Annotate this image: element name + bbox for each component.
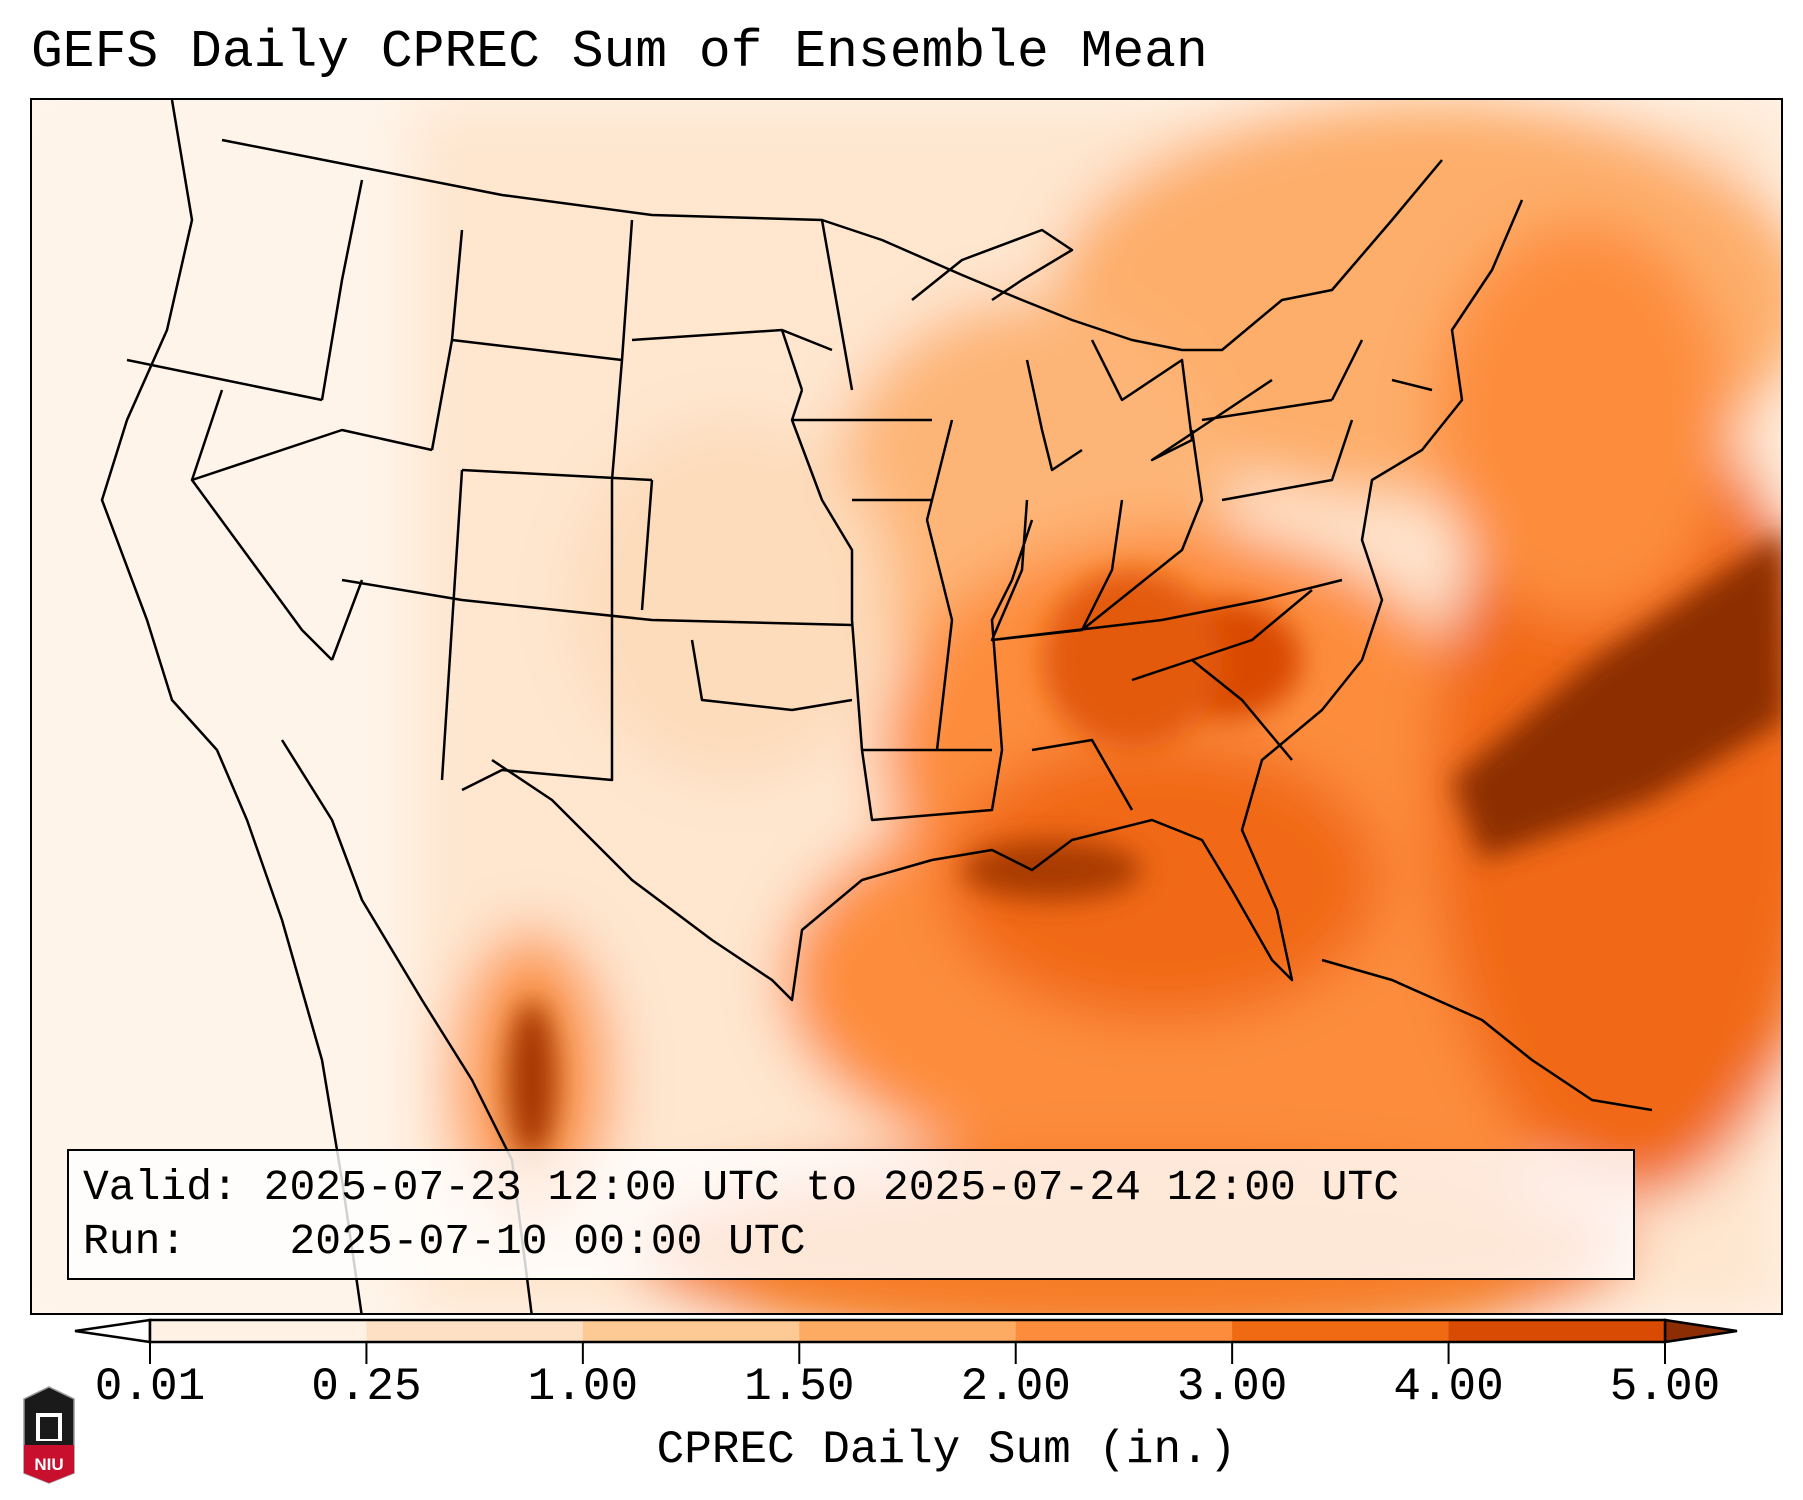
valid-label: Valid: [83,1163,238,1212]
colorbar-outline [148,1318,1667,1344]
colorbar-label: CPREC Daily Sum (in.) [656,1424,1237,1476]
colorbar-segment [1232,1320,1450,1342]
colorbar-extend-max [1663,1318,1738,1344]
gulf-coast [491,199,1524,1002]
run-time: 2025-07-10 00:00 UTC [289,1217,806,1266]
colorbar-segment [366,1320,584,1342]
colorbar-tick-label: 0.01 [94,1361,206,1413]
colorbar-tick-label: 5.00 [1609,1361,1721,1413]
colorbar-segment [150,1320,367,1342]
valid-time: 2025-07-23 12:00 UTC to 2025-07-24 12:00… [263,1163,1400,1212]
colorbar-tick-label: 4.00 [1393,1361,1504,1413]
map-canvas [32,100,1781,1313]
state-lines [126,179,1433,822]
cuba [1321,958,1653,1112]
colorbar-tick-label: 1.00 [527,1361,639,1413]
colorbar-segment [1448,1320,1666,1342]
colorbar-tick-label: 2.00 [960,1361,1071,1413]
colorbar-tick-label: 3.00 [1176,1361,1288,1413]
canada-border [221,138,1443,352]
colorbar-tick-label: 1.50 [744,1361,855,1413]
colorbar-extend-min [74,1318,152,1344]
chart-title: GEFS Daily CPREC Sum of Ensemble Mean [31,22,1208,82]
colorbar-segment [1015,1320,1233,1342]
valid-time-box: Valid: 2025-07-23 12:00 UTC to 2025-07-2… [67,1149,1635,1280]
precip-field [32,100,1781,1313]
colorbar-segment [799,1320,1017,1342]
logo-text: NIU [34,1455,63,1474]
colorbar-tick-label: 0.25 [311,1361,422,1413]
west-coast [100,100,363,1313]
great-lakes [911,228,1273,472]
colorbar-segment [582,1320,800,1342]
colorbar [74,1318,1738,1364]
run-label: Run: [83,1217,187,1266]
precipitation-map [30,98,1783,1315]
niu-logo: NIU [23,1386,75,1484]
